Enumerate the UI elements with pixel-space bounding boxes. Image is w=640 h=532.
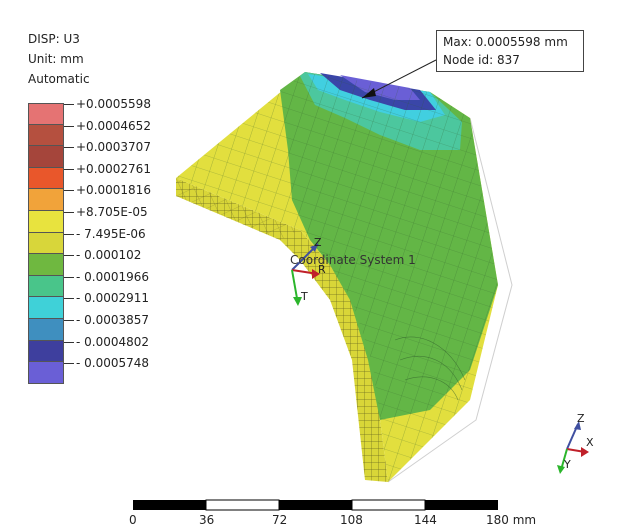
- coord-system-label: Coordinate System 1: [290, 253, 416, 267]
- legend-tick: [64, 147, 74, 149]
- shell-mesh-left: [176, 178, 300, 240]
- legend-title: DISP: U3: [28, 32, 80, 46]
- max-value-callout: Max: 0.0005598 mm Node id: 837: [436, 30, 584, 72]
- legend-tick: [64, 212, 74, 213]
- scale-label-108: 108: [340, 513, 363, 527]
- legend-swatch: [28, 362, 64, 384]
- legend-tick-label: - 7.495E-06: [76, 226, 146, 241]
- legend-tick: [64, 341, 74, 343]
- legend-swatch: [28, 232, 64, 255]
- legend-swatch: [28, 124, 64, 147]
- shell-mesh-overlay: [176, 72, 498, 482]
- legend-tick-label: - 0.0001966: [76, 269, 150, 284]
- legend-swatch: [28, 254, 64, 276]
- legend-tick-label: - 0.0002911: [76, 291, 150, 306]
- legend-tick: [64, 320, 74, 321]
- legend-tick-label: - 0.000102: [76, 248, 142, 263]
- legend-tick-label: +0.0001816: [76, 183, 151, 198]
- legend-tick: [64, 233, 74, 235]
- legend-swatch: [28, 146, 64, 168]
- legend-swatch: [28, 189, 64, 211]
- legend-swatch: [28, 210, 64, 233]
- legend-swatch: [28, 318, 64, 341]
- callout-arrow-icon: [362, 88, 376, 98]
- legend-tick-label: +8.705E-05: [76, 205, 148, 219]
- legend-tick-label: +0.0002761: [76, 161, 151, 176]
- coord-z-label: Z: [314, 236, 322, 249]
- scale-label-72: 72: [272, 513, 288, 527]
- legend-swatch: [28, 103, 64, 125]
- legend-tick: [64, 168, 74, 170]
- legend-color-bar: [28, 103, 64, 384]
- legend-swatch: [28, 297, 64, 319]
- legend-swatch: [28, 340, 64, 363]
- legend-tick: [64, 298, 74, 300]
- bounding-outline: [387, 117, 513, 483]
- callout-node: Node id: 837: [443, 53, 520, 67]
- legend-mode: Automatic: [28, 72, 90, 86]
- scale-label-36: 36: [199, 513, 215, 527]
- legend-tick: [64, 125, 74, 127]
- coord-t-label: T: [300, 290, 308, 303]
- scale-label-0: 0: [129, 513, 137, 527]
- triad-y-label: Y: [563, 458, 571, 471]
- legend-tick: [64, 104, 74, 105]
- scale-label-180: 180 mm: [486, 513, 537, 527]
- legend-tick: [64, 276, 74, 278]
- triad-z-label: Z: [577, 412, 585, 425]
- legend-swatch: [28, 275, 64, 298]
- callout-max: Max: 0.0005598 mm: [443, 35, 568, 49]
- scale-label-144: 144: [414, 513, 437, 527]
- legend-tick-label: +0.0005598: [76, 97, 151, 111]
- legend-tick: [64, 363, 74, 365]
- legend-swatch: [28, 167, 64, 190]
- legend-tick-label: - 0.0004802: [76, 334, 150, 349]
- legend-tick-label: +0.0003707: [76, 140, 151, 155]
- legend-tick-label: +0.0004652: [76, 118, 151, 133]
- legend-unit: Unit: mm: [28, 52, 84, 66]
- coord-r-label: R: [318, 263, 326, 276]
- legend-tick: [64, 255, 74, 257]
- triad-x-label: X: [586, 436, 594, 449]
- legend-tick-label: - 0.0003857: [76, 313, 150, 327]
- scale-bar: [133, 499, 498, 511]
- legend-tick-label: - 0.0005748: [76, 356, 150, 371]
- legend-tick: [64, 190, 74, 192]
